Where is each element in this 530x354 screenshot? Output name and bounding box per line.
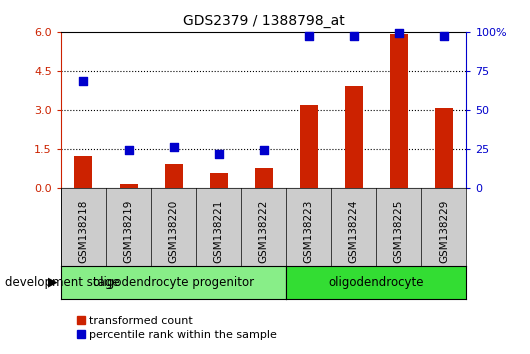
Point: [214, 151, 223, 157]
Point: [440, 33, 448, 39]
Text: oligodendrocyte progenitor: oligodendrocyte progenitor: [93, 276, 254, 289]
Text: GSM138218: GSM138218: [78, 199, 89, 263]
Point: [169, 144, 178, 150]
Point: [80, 78, 88, 84]
Text: GSM138225: GSM138225: [394, 199, 404, 263]
Legend: transformed count, percentile rank within the sample: transformed count, percentile rank withi…: [77, 316, 277, 339]
Bar: [164, 164, 182, 188]
Text: development stage: development stage: [5, 276, 120, 289]
Point: [394, 30, 403, 36]
Text: GSM138220: GSM138220: [169, 199, 179, 263]
Bar: [435, 108, 453, 188]
Bar: [119, 184, 138, 188]
Point: [124, 147, 132, 153]
Text: GSM138222: GSM138222: [259, 199, 269, 263]
Point: [304, 33, 313, 39]
Text: GSM138219: GSM138219: [123, 199, 134, 263]
Text: oligodendrocyte: oligodendrocyte: [329, 276, 424, 289]
Text: GSM138221: GSM138221: [214, 199, 224, 263]
Text: ▶: ▶: [48, 276, 57, 289]
Bar: [300, 104, 318, 188]
Bar: [390, 34, 408, 188]
Bar: [254, 168, 272, 188]
Bar: [74, 156, 92, 188]
Bar: [344, 86, 363, 188]
Bar: [209, 173, 228, 188]
Text: GSM138223: GSM138223: [304, 199, 314, 263]
Text: GSM138224: GSM138224: [349, 199, 359, 263]
Title: GDS2379 / 1388798_at: GDS2379 / 1388798_at: [183, 14, 344, 28]
Text: GSM138229: GSM138229: [439, 199, 449, 263]
Point: [350, 33, 358, 39]
Point: [259, 147, 268, 153]
